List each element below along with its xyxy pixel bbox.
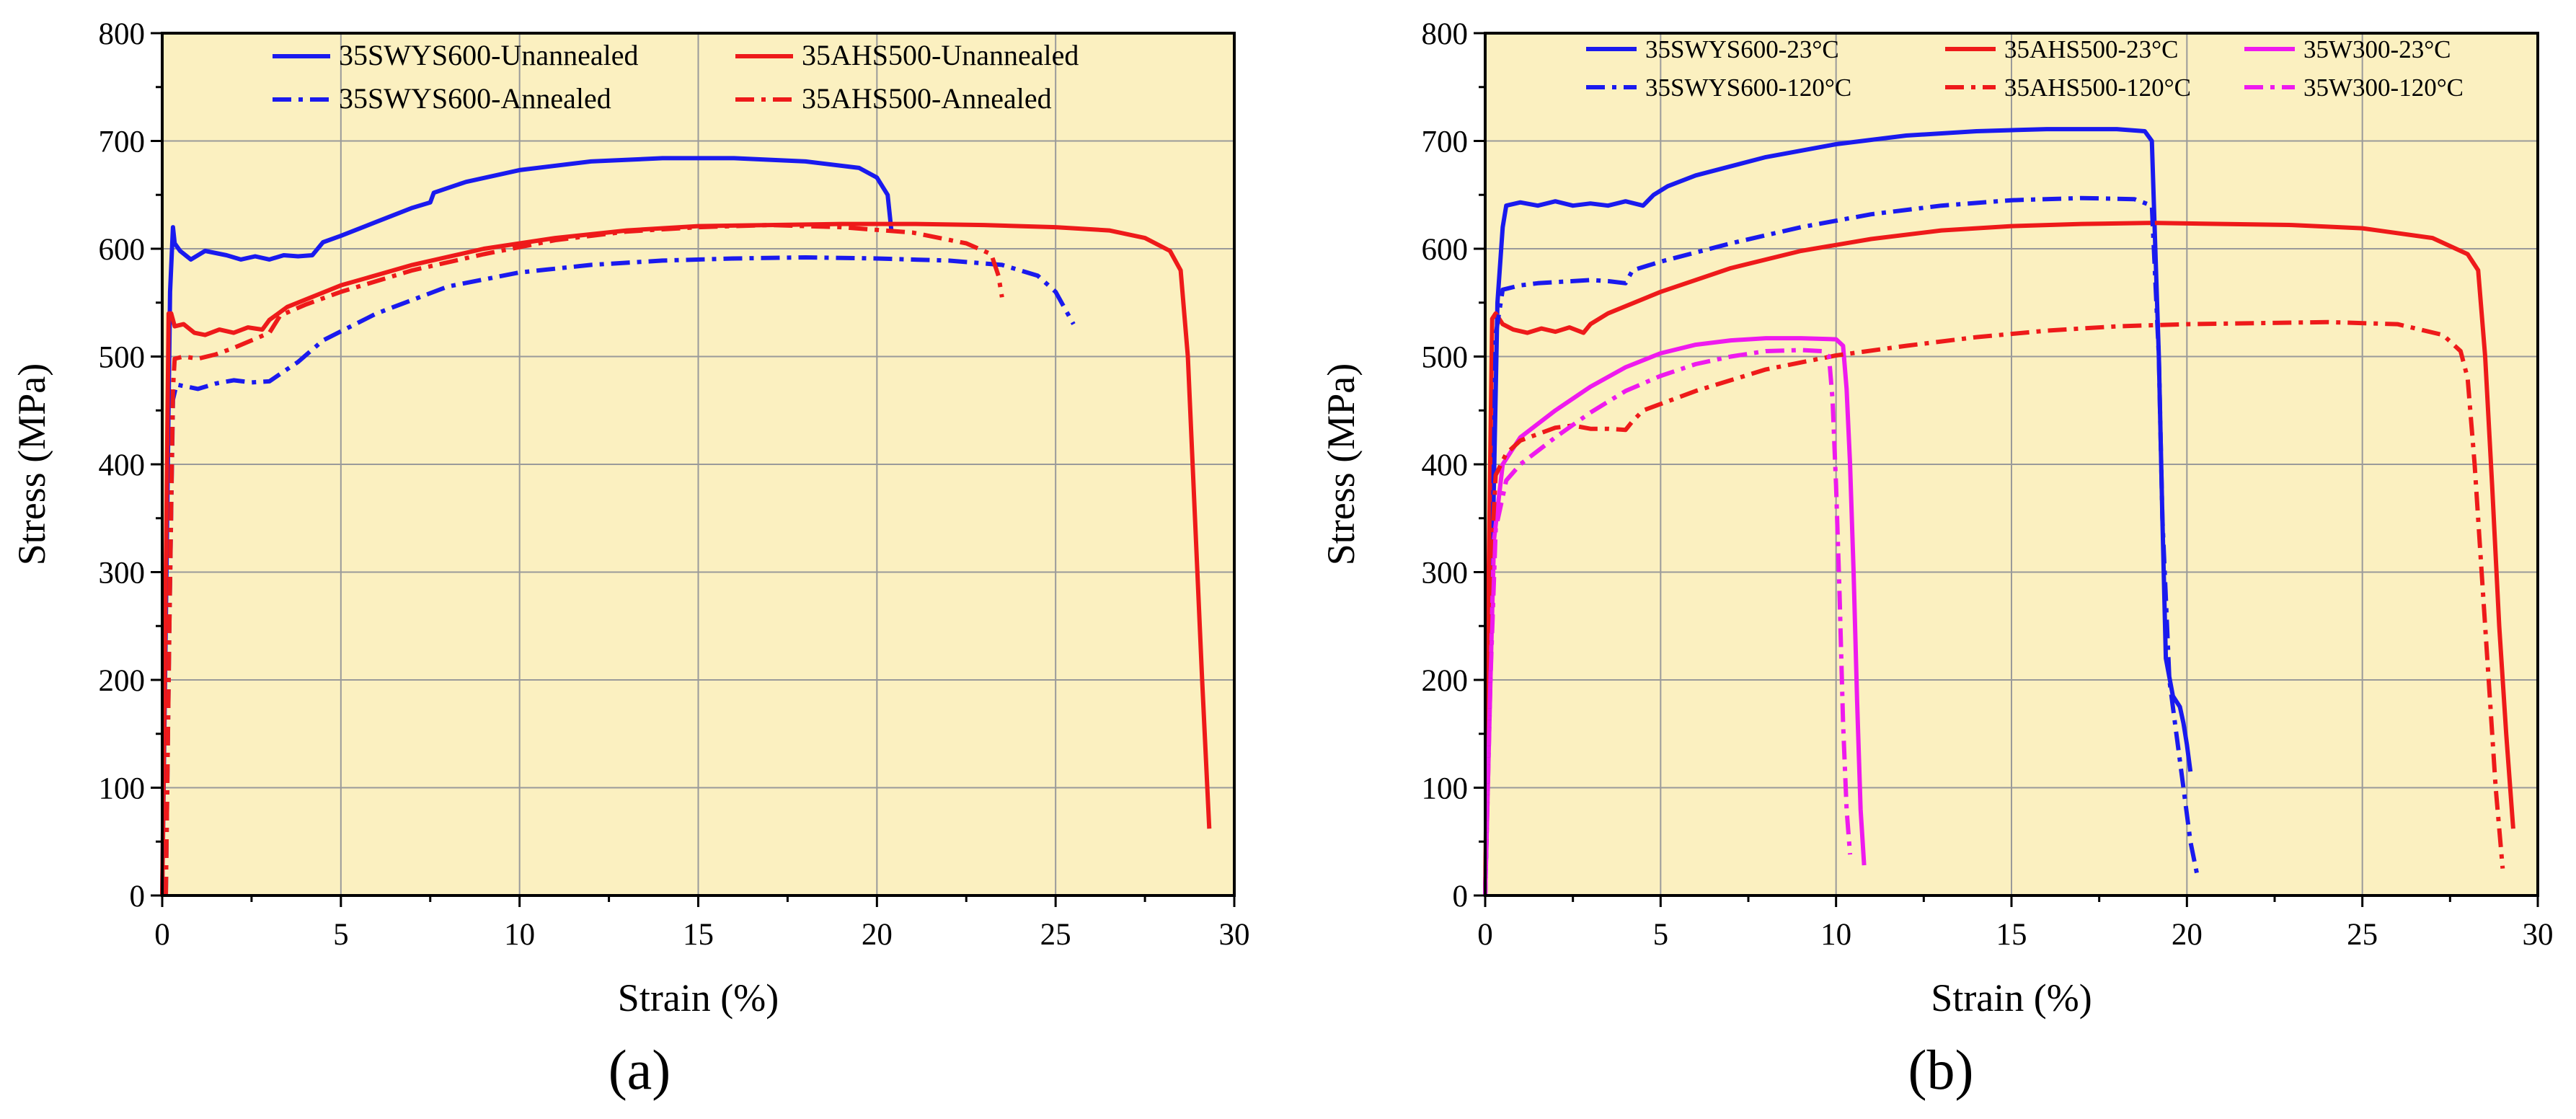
y-tick-label: 0 bbox=[130, 880, 146, 914]
x-tick-label: 20 bbox=[2172, 918, 2203, 952]
legend-label-1: 35AHS500-Unannealed bbox=[802, 39, 1079, 71]
y-tick-label: 100 bbox=[1422, 772, 1469, 806]
x-tick-label: 10 bbox=[504, 918, 535, 952]
panel-label-b: (b) bbox=[1908, 1038, 1974, 1101]
legend-label-2: 35W300-23°C bbox=[2303, 35, 2451, 63]
x-tick-label: 5 bbox=[1653, 918, 1669, 952]
x-axis-label: Strain (%) bbox=[618, 976, 779, 1020]
series-line-2 bbox=[164, 255, 1076, 896]
chart-panel-a: 0 5 10 15 20 25 300100200300400500600700800Str… bbox=[10, 17, 1250, 1020]
y-tick-label: 600 bbox=[1422, 233, 1469, 267]
y-tick-label: 600 bbox=[99, 233, 146, 267]
series-line-4 bbox=[1483, 319, 2505, 896]
y-tick-label: 300 bbox=[99, 557, 146, 591]
series-line-5 bbox=[1483, 348, 1853, 896]
y-tick-label: 400 bbox=[99, 448, 146, 482]
x-tick-label: 5 bbox=[333, 918, 349, 952]
y-tick-label: 300 bbox=[1422, 557, 1469, 591]
chart-panel-b: 0 5 10 15 20 25 300100200300400500600700800Str… bbox=[1319, 17, 2554, 1020]
x-tick-label: 30 bbox=[2523, 918, 2554, 952]
y-axis-label: Stress (MPa) bbox=[10, 363, 53, 566]
legend-label-0: 35SWYS600-Unannealed bbox=[339, 39, 638, 71]
x-tick-label: 0 bbox=[1477, 918, 1493, 952]
x-tick-label: 0 bbox=[154, 918, 170, 952]
y-axis-label: Stress (MPa) bbox=[1319, 363, 1363, 566]
x-tick-label: 25 bbox=[2347, 918, 2378, 952]
series-line-1 bbox=[160, 221, 1212, 896]
legend-label-3: 35SWYS600-120°C bbox=[1645, 74, 1851, 102]
series-line-2 bbox=[1483, 336, 1867, 896]
y-tick-label: 800 bbox=[1422, 17, 1469, 51]
legend-label-1: 35AHS500-23°C bbox=[2004, 35, 2179, 63]
panel-label-a: (a) bbox=[608, 1038, 671, 1101]
legend-label-2: 35SWYS600-Annealed bbox=[339, 82, 611, 115]
x-tick-label: 20 bbox=[862, 918, 893, 952]
x-tick-label: 15 bbox=[683, 918, 714, 952]
y-tick-label: 800 bbox=[99, 17, 146, 51]
y-tick-label: 400 bbox=[1422, 448, 1469, 482]
legend-label-4: 35AHS500-120°C bbox=[2004, 74, 2191, 102]
series-line-0 bbox=[160, 156, 894, 896]
x-tick-label: 30 bbox=[1219, 918, 1250, 952]
y-tick-label: 500 bbox=[99, 341, 146, 375]
x-tick-label: 15 bbox=[1996, 918, 2027, 952]
legend-label-5: 35W300-120°C bbox=[2303, 74, 2464, 102]
x-axis-label: Strain (%) bbox=[1931, 976, 2092, 1020]
y-tick-label: 100 bbox=[99, 772, 146, 806]
x-tick-label: 25 bbox=[1040, 918, 1071, 952]
legend-label-3: 35AHS500-Annealed bbox=[802, 82, 1052, 115]
y-tick-label: 700 bbox=[99, 125, 146, 159]
series-line-3 bbox=[164, 223, 1004, 896]
y-tick-label: 200 bbox=[99, 664, 146, 698]
series-line-3 bbox=[1483, 195, 2200, 896]
y-tick-label: 500 bbox=[1422, 341, 1469, 375]
y-tick-label: 700 bbox=[1422, 125, 1469, 159]
legend-label-0: 35SWYS600-23°C bbox=[1645, 35, 1839, 63]
y-tick-label: 200 bbox=[1422, 664, 1469, 698]
series-line-1 bbox=[1483, 221, 2515, 896]
x-tick-label: 10 bbox=[1820, 918, 1851, 952]
y-tick-label: 0 bbox=[1453, 880, 1469, 914]
